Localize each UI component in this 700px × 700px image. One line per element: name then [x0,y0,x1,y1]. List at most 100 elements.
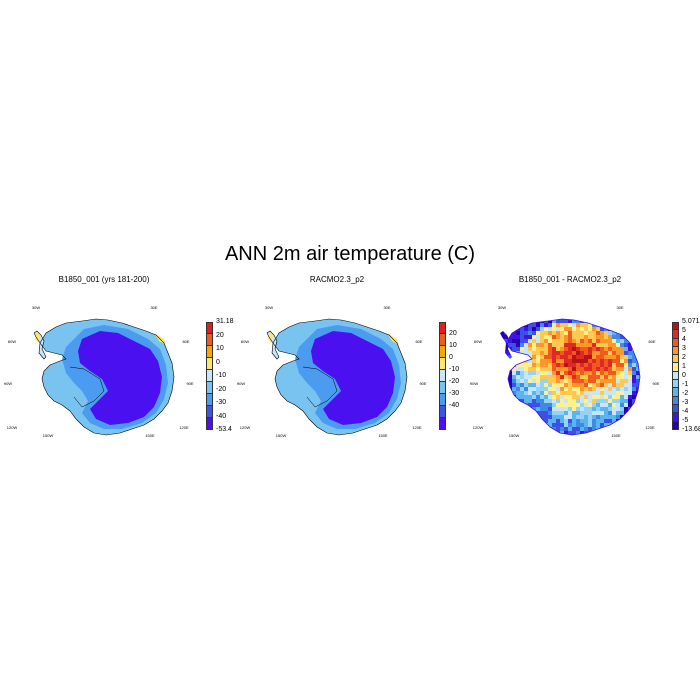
colorbar-label: 4 [682,336,686,343]
colorbar-swatch [439,418,446,430]
colorbar-swatch [672,388,679,397]
longitude-label: 150E [611,433,621,438]
longitude-label: 30E [383,305,390,310]
panel-title: B1850_001 (yrs 181-200) [58,275,150,284]
temperature-field [267,319,407,435]
colorbar-label: 0 [216,358,220,366]
longitude-label: 90E [419,381,426,386]
longitude-label: 30E [616,305,623,310]
longitude-label: 60E [648,339,655,344]
colorbar-swatch [439,394,446,406]
longitude-label: 90W [237,381,245,386]
antarctica-map: 30W30E60W60E90W90E120W120E150W150E180 [237,305,427,438]
longitude-label: 90E [652,381,659,386]
longitude-label: 30W [265,305,273,310]
longitude-label: 120E [412,425,422,430]
colorbar-swatch [206,394,213,406]
colorbar-swatch [672,330,679,339]
longitude-label: 60E [415,339,422,344]
colorbar-label: 20 [449,330,457,337]
colorbar-label: -20 [449,378,460,385]
map-panel-model: B1850_001 (yrs 181-200) 30W 30E 60W 60E 90W 9… [4,275,237,445]
longitude-label: 150W [43,433,54,438]
colorbar-swatch [439,382,446,394]
colorbar-swatch [672,421,679,430]
colorbar-label: 5.071 [682,318,700,325]
colorbar-swatch [206,322,213,334]
temperature-region [35,331,40,343]
longitude-label: 120W [240,425,251,430]
colorbar-swatch [672,413,679,422]
colorbar-swatch [206,370,213,382]
colorbar-swatch [439,322,446,334]
colorbar-swatch [672,355,679,364]
colorbar-swatch [672,380,679,389]
coastline [272,318,408,436]
colorbar-label: -4 [682,408,689,415]
longitude-label: 90E [186,381,193,386]
panel-title: B1850_001 - RACMO2.3_p2 [518,275,622,284]
figure-title: ANN 2m air temperature (C) [224,243,476,265]
longitude-label: 30W [498,305,506,310]
colorbar-swatch [206,334,213,346]
longitude-label: 150E [145,433,155,438]
colorbar-label: 31.18 [216,318,234,325]
colorbar-swatch [672,338,679,347]
colorbar-label: -10 [449,366,460,373]
colorbar-label: -1 [682,381,689,388]
colorbar-label: -5 [682,417,689,424]
longitude-label: 120W [7,425,18,430]
longitude-label: 30W [32,305,40,310]
colorbar-swatch [206,358,213,370]
coastline [39,318,175,436]
difference-field [500,319,640,435]
colorbar-label: 10 [216,345,224,352]
temperature-region [268,331,273,343]
colorbar-swatch [206,406,213,418]
coastline [266,330,280,360]
colorbar-swatch [206,382,213,394]
colorbar-label: -3 [682,399,689,406]
longitude-label: 150E [378,433,388,438]
colorbar-swatch [672,371,679,381]
longitude-label: 30E [150,305,157,310]
colorbar-label: 5 [682,327,686,334]
colorbar-label: -53.4 [216,426,232,433]
colorbar-label: 1 [682,363,686,370]
colorbar-label: 3 [682,345,686,352]
colorbar-label: 2 [682,354,686,361]
longitude-label: 60W [241,339,249,344]
colorbar-label: -40 [449,402,460,409]
longitude-label: 90W [4,381,12,386]
longitude-label: 150W [276,433,287,438]
colorbar-swatch [672,404,679,414]
coastline [505,318,641,436]
colorbar-swatch [439,370,446,382]
colorbar [672,322,679,430]
colorbar-label: 0 [682,372,686,379]
colorbar-swatch [206,418,213,430]
colorbar-swatch [439,358,446,370]
longitude-label: 90W [470,381,478,386]
colorbar [206,322,213,430]
map-panel-racmo: RACMO2.3_p2 30W 30E 60W 60E 90W 90E 120W 120E 15… [237,275,470,445]
longitude-label: 150W [509,433,520,438]
colorbar-swatch [672,346,679,356]
colorbar-swatch [439,406,446,418]
coastline [33,330,47,360]
colorbar [439,322,446,430]
longitude-label: 60W [474,339,482,344]
colorbar-swatch [206,346,213,358]
colorbar-label: -10 [216,372,227,379]
longitude-label: 120W [473,425,484,430]
colorbar-label: -30 [216,399,227,406]
colorbar-swatch [439,334,446,346]
longitude-label: 120E [645,425,655,430]
temperature-field [34,319,174,435]
ice-shelf-line [302,366,338,408]
colorbar-label: -2 [682,390,689,397]
colorbar-label: -13.68 [682,426,700,433]
antarctica-map: 30W30E60W60E90W90E120W120E150W150E180 [470,305,660,438]
temperature-region [78,331,162,425]
ice-shelf-line [69,366,105,408]
